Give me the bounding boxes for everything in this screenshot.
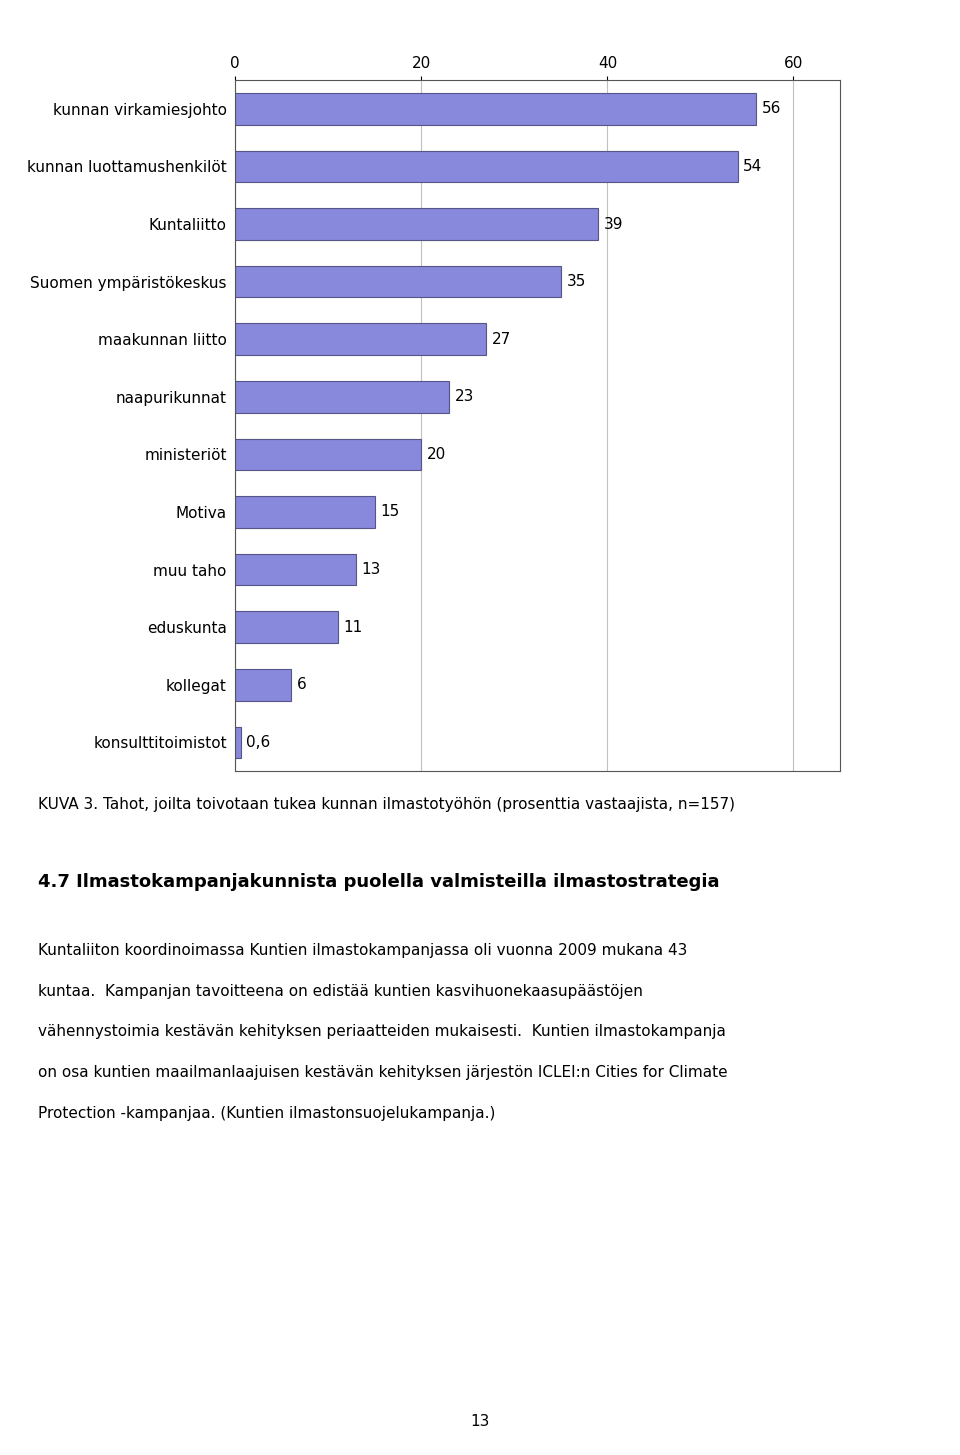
Text: KUVA 3. Tahot, joilta toivotaan tukea kunnan ilmastotyöhön (prosenttia vastaajis: KUVA 3. Tahot, joilta toivotaan tukea ku… bbox=[38, 797, 735, 812]
Text: 39: 39 bbox=[604, 217, 623, 231]
Text: 56: 56 bbox=[762, 102, 781, 116]
Bar bbox=[235, 669, 291, 701]
Bar bbox=[235, 554, 356, 585]
Text: 35: 35 bbox=[566, 274, 586, 290]
Text: 11: 11 bbox=[343, 620, 362, 634]
Bar bbox=[235, 208, 598, 240]
Bar bbox=[235, 438, 421, 470]
Text: 54: 54 bbox=[743, 159, 762, 175]
Bar bbox=[235, 496, 374, 528]
Text: 27: 27 bbox=[492, 332, 512, 346]
Text: 13: 13 bbox=[470, 1414, 490, 1429]
Bar bbox=[235, 323, 487, 355]
Bar bbox=[235, 726, 241, 758]
Text: kuntaa.  Kampanjan tavoitteena on edistää kuntien kasvihuonekaasupäästöjen: kuntaa. Kampanjan tavoitteena on edistää… bbox=[38, 984, 643, 998]
Text: Kuntaliiton koordinoimassa Kuntien ilmastokampanjassa oli vuonna 2009 mukana 43: Kuntaliiton koordinoimassa Kuntien ilmas… bbox=[38, 943, 687, 957]
Bar bbox=[235, 266, 561, 297]
Bar bbox=[235, 93, 756, 125]
Bar bbox=[235, 150, 737, 182]
Text: on osa kuntien maailmanlaajuisen kestävän kehityksen järjestön ICLEI:n Cities fo: on osa kuntien maailmanlaajuisen kestävä… bbox=[38, 1065, 728, 1080]
Text: 20: 20 bbox=[427, 447, 446, 461]
Text: 0,6: 0,6 bbox=[247, 735, 271, 749]
Text: Protection -kampanjaa. (Kuntien ilmastonsuojelukampanja.): Protection -kampanjaa. (Kuntien ilmaston… bbox=[38, 1106, 495, 1120]
Bar bbox=[235, 611, 338, 643]
Text: vähennystoimia kestävän kehityksen periaatteiden mukaisesti.  Kuntien ilmastokam: vähennystoimia kestävän kehityksen peria… bbox=[38, 1024, 727, 1039]
Text: 13: 13 bbox=[362, 562, 381, 578]
Text: 23: 23 bbox=[455, 390, 474, 404]
Text: 6: 6 bbox=[297, 677, 306, 693]
Text: 15: 15 bbox=[380, 505, 399, 519]
Bar bbox=[235, 381, 449, 413]
Text: 4.7 Ilmastokampanjakunnista puolella valmisteilla ilmastostrategia: 4.7 Ilmastokampanjakunnista puolella val… bbox=[38, 873, 720, 890]
